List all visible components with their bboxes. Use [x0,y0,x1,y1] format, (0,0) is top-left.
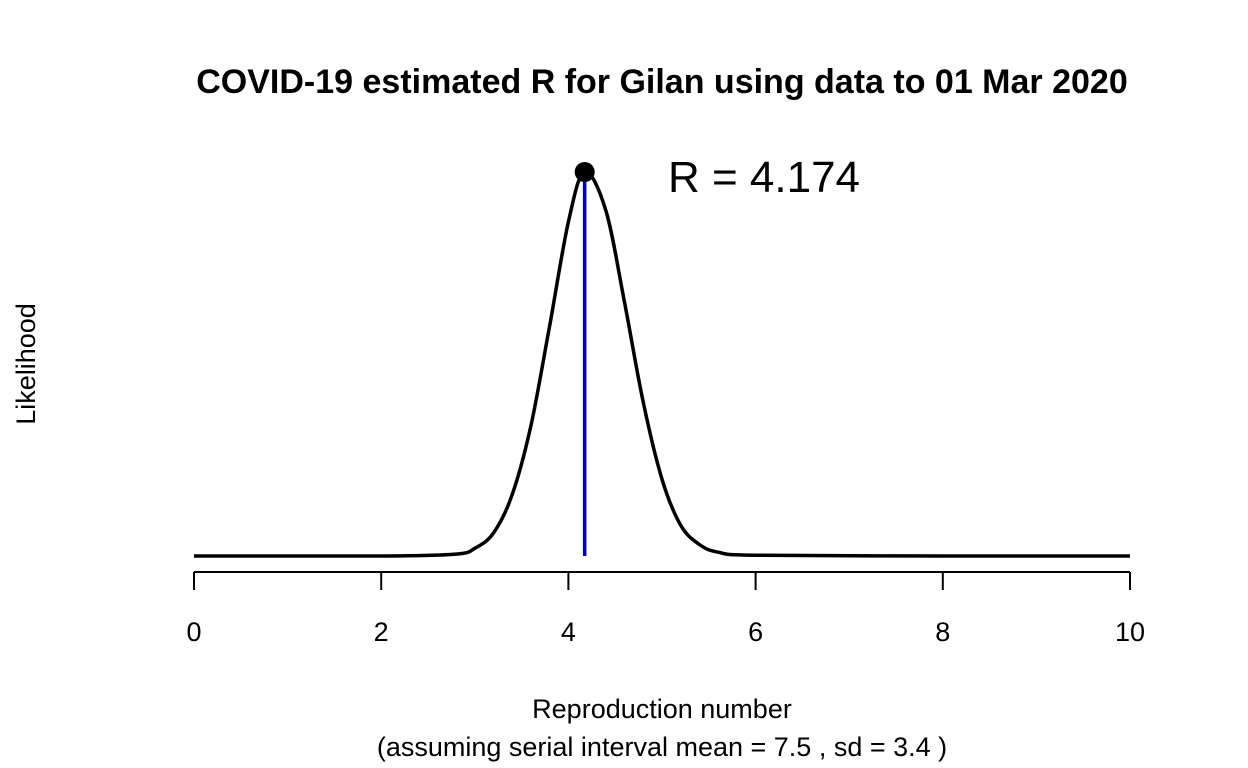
peak-point [574,162,595,182]
likelihood-curve [194,170,1130,558]
x-ticks: 0 2 4 6 8 10 [186,572,1145,647]
peak-label: R = 4.174 [668,153,860,202]
x-tick-label: 2 [374,617,389,647]
y-axis-label: Likelihood [11,303,41,425]
x-tick-label: 4 [561,617,576,647]
x-axis: 0 2 4 6 8 10 [186,571,1145,647]
plot-area: R = 4.174 [194,153,1130,558]
x-tick-label: 0 [186,617,201,647]
x-axis-label: Reproduction number [532,694,792,724]
x-tick-label: 8 [935,617,950,647]
chart-title: COVID-19 estimated R for Gilan using dat… [196,63,1127,101]
x-tick-label: 6 [748,617,763,647]
x-tick-label: 10 [1115,617,1145,647]
x-axis-note: (assuming serial interval mean = 7.5 , s… [377,732,947,762]
